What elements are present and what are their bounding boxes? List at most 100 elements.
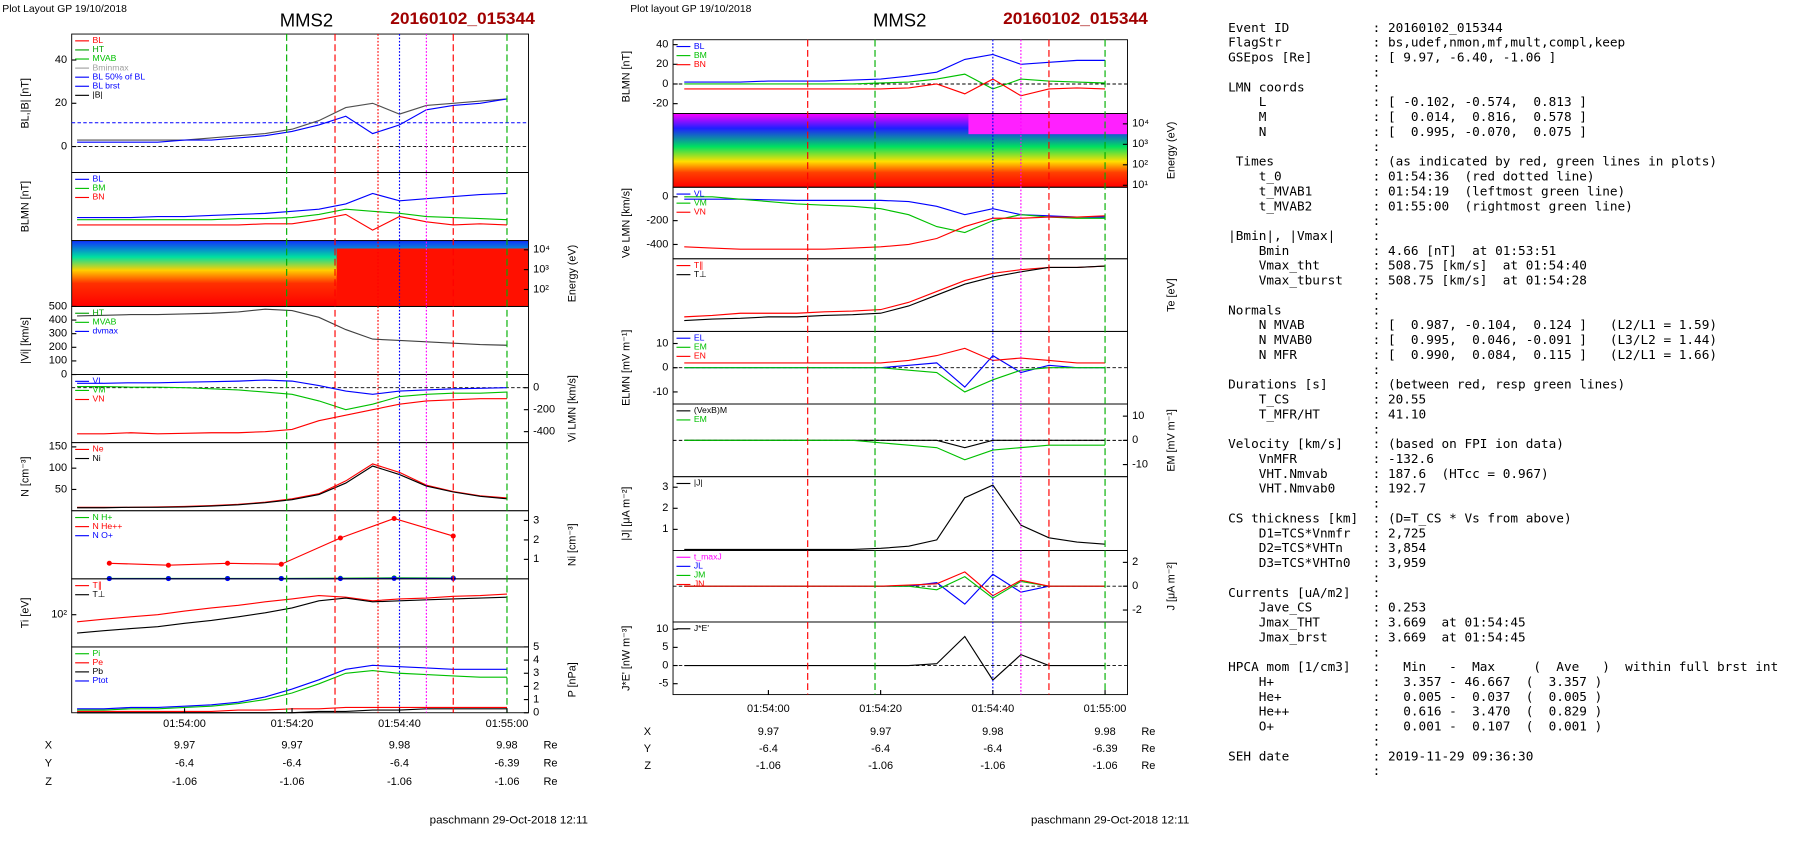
summary-key: LMN coords xyxy=(1228,79,1305,94)
legend-label: VN xyxy=(93,394,105,404)
y-tick-label: 1 xyxy=(662,523,668,535)
summary-value: : 3.669 at 01:54:45 xyxy=(1373,615,1526,630)
position-unit: Re xyxy=(544,758,558,770)
legend-label: VM xyxy=(93,385,106,395)
series-line xyxy=(77,670,507,711)
summary-key: Vmax_tht xyxy=(1228,258,1320,273)
series-line xyxy=(77,593,508,623)
legend-label: JN xyxy=(694,579,705,589)
y-tick-label: 20 xyxy=(656,58,668,70)
y-tick-label: 2 xyxy=(1132,556,1138,568)
position-label: X xyxy=(45,740,53,752)
series-line xyxy=(684,198,1106,218)
y-tick-label: 300 xyxy=(49,328,67,340)
spacecraft: MMS2 xyxy=(873,10,926,31)
summary-value: : [ 9.97, -6.40, -1.06 ] xyxy=(1373,50,1557,65)
series-line xyxy=(684,573,1106,605)
summary-key: D2=TCS*VHTn xyxy=(1228,540,1343,555)
position-value: -1.06 xyxy=(494,776,519,788)
summary-key: Velocity [km/s] xyxy=(1228,436,1343,451)
y-tick-label: 200 xyxy=(49,341,67,353)
y-tick-label: 10³ xyxy=(533,264,549,276)
legend-label: VL xyxy=(93,376,104,386)
x-tick-label: 01:54:20 xyxy=(271,718,314,730)
legend-label: BN xyxy=(694,59,706,69)
y-tick-label: 10⁴ xyxy=(1132,118,1149,130)
y-tick-label: 50 xyxy=(55,483,67,495)
y-tick-label: 0 xyxy=(1132,434,1138,446)
position-label: Z xyxy=(45,776,52,788)
summary-value: : 4.66 [nT] at 01:53:51 xyxy=(1373,243,1557,258)
y-tick-label: 3 xyxy=(533,514,539,526)
legend-label: Ni xyxy=(93,453,101,463)
position-unit: Re xyxy=(1141,726,1155,738)
series-line xyxy=(77,386,508,411)
panel-frame xyxy=(71,646,529,714)
summary-value: : 2019-11-29 09:36:30 xyxy=(1373,748,1534,763)
y-axis-label: BL,|B| [nT] xyxy=(19,78,31,129)
summary-value: : 2,725 xyxy=(1373,525,1427,540)
legend-label: JM xyxy=(694,570,706,580)
y-axis-label: Ti [eV] xyxy=(19,598,31,629)
summary-value: : 0.616 - 3.470 ( 0.829 ) xyxy=(1373,704,1603,719)
series-line xyxy=(684,215,1106,250)
series-point xyxy=(391,516,397,522)
summary-value: : 41.10 xyxy=(1373,407,1427,422)
legend-label: EM xyxy=(694,414,707,424)
legend-label: BM xyxy=(93,183,106,193)
summary-value: : xyxy=(1373,644,1381,659)
summary-key: N MVAB xyxy=(1228,317,1305,332)
summary-value: : xyxy=(1373,570,1381,585)
summary-key: HPCA mom [1/cm3] xyxy=(1228,659,1350,674)
series-line xyxy=(77,213,508,231)
summary-key: T_MFR/HT xyxy=(1228,407,1320,422)
y-tick-label: -400 xyxy=(533,426,555,438)
y-axis-label: J [μA m⁻²] xyxy=(1165,562,1177,610)
panel-frame xyxy=(71,442,529,512)
summary-key: Bmin xyxy=(1228,243,1289,258)
summary-value: : 01:54:19 (leftmost green line) xyxy=(1373,184,1626,199)
position-value: 9.98 xyxy=(1094,726,1115,738)
legend-label: EN xyxy=(694,351,706,361)
panel-frame xyxy=(71,578,529,648)
summary-key: T_CS xyxy=(1228,392,1289,407)
summary-value: : xyxy=(1373,763,1381,778)
series-line xyxy=(77,379,507,395)
summary-value: : 01:54:36 (red dotted line) xyxy=(1373,169,1595,184)
summary-key: VHT.Nmvab xyxy=(1228,466,1327,481)
summary-value: : (based on FPI ion data) xyxy=(1373,436,1564,451)
y-tick-label: 40 xyxy=(55,54,67,66)
legend-label: Pb xyxy=(93,666,104,676)
summary-value: : (D=T_CS * Vs from above) xyxy=(1373,511,1572,526)
series-line xyxy=(77,596,508,634)
position-value: 9.97 xyxy=(174,740,195,752)
position-value: -6.4 xyxy=(283,758,302,770)
y-axis-label: BLMN [nT] xyxy=(19,181,31,232)
y-tick-label: 0 xyxy=(662,78,668,90)
y-tick-label: 5 xyxy=(533,641,539,653)
y-tick-label: 1 xyxy=(533,553,539,565)
y-axis-label: Energy (eV) xyxy=(1165,122,1177,179)
y-axis-label: Te [eV] xyxy=(1165,278,1177,312)
position-value: -1.06 xyxy=(980,760,1005,772)
y-tick-label: -400 xyxy=(646,238,668,250)
summary-key: He++ xyxy=(1228,704,1290,719)
y-tick-label: 10 xyxy=(656,623,668,635)
summary-value: : (as indicated by red, green lines in p… xyxy=(1373,154,1717,169)
series-line xyxy=(684,265,1106,322)
y-tick-label: 1 xyxy=(533,694,539,706)
y-axis-label: |J| [μA m⁻²] xyxy=(621,487,633,541)
series-line xyxy=(684,571,1106,597)
y-axis-label: J*E' [nW m⁻³] xyxy=(621,626,633,691)
summary-key: SEH date xyxy=(1228,748,1289,763)
y-tick-label: 0 xyxy=(533,382,539,394)
series-line xyxy=(684,53,1106,83)
y-axis-label: Vi LMN [km/s] xyxy=(566,375,578,442)
summary-value: : 20160102_015344 xyxy=(1373,20,1503,35)
legend-label: Ne xyxy=(93,444,104,454)
y-tick-label: 0 xyxy=(61,140,67,152)
x-tick-label: 01:54:40 xyxy=(971,703,1014,715)
y-tick-label: 10 xyxy=(1132,410,1144,422)
summary-value: : xyxy=(1373,65,1381,80)
